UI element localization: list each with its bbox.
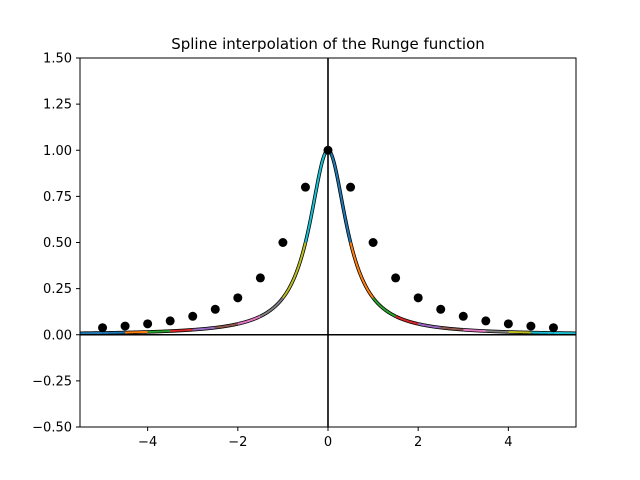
data-point	[143, 319, 153, 329]
spline-segment	[462, 328, 487, 333]
spline-segment	[417, 322, 442, 329]
y-tick-label: 0.00	[43, 328, 72, 343]
spline-segment	[237, 315, 261, 325]
spline-segment	[485, 330, 509, 333]
y-tick-label: 0.50	[43, 236, 72, 251]
data-point	[188, 311, 198, 321]
data-point	[526, 321, 536, 331]
data-point	[413, 293, 423, 303]
x-axis-ticks: −4 −2 0 2 4	[138, 427, 513, 450]
spline-segment	[147, 330, 171, 333]
data-points	[98, 145, 558, 333]
data-point	[346, 182, 356, 192]
data-point	[436, 304, 446, 314]
y-axis-ticks: 1.50 1.25 1.00 0.75 0.50 0.25 0.00 −0.25 −0.50	[32, 52, 80, 436]
spline-segment	[327, 149, 352, 243]
data-point	[98, 323, 108, 333]
spline-segment	[282, 242, 307, 299]
data-point	[120, 321, 130, 331]
spline-segment	[395, 315, 419, 325]
spline-segment	[530, 331, 576, 335]
y-tick-label: 0.75	[43, 190, 72, 205]
data-point	[165, 316, 175, 326]
zero-lines	[80, 58, 576, 427]
data-point	[255, 273, 265, 283]
spline-segment	[214, 322, 239, 329]
spline-segment	[259, 297, 284, 318]
x-tick-label: −2	[228, 435, 247, 450]
x-tick-label: 4	[504, 435, 512, 450]
y-tick-label: 1.00	[43, 144, 72, 159]
data-point	[391, 273, 401, 283]
data-point	[323, 145, 333, 155]
spline-segment	[349, 242, 374, 299]
data-point	[278, 238, 288, 247]
y-tick-label: 1.25	[43, 98, 72, 113]
spline-segment	[192, 326, 216, 331]
data-point	[481, 316, 491, 326]
spline-segment	[124, 330, 149, 334]
spline-segment	[169, 328, 194, 333]
spline-curves	[80, 148, 576, 335]
y-tick-label: −0.50	[32, 421, 72, 436]
spline-segment	[440, 326, 464, 331]
chart-title: Spline interpolation of the Runge functi…	[171, 35, 485, 53]
x-tick-label: −4	[138, 435, 157, 450]
spline-segment	[80, 331, 126, 335]
spline-segment	[507, 330, 532, 334]
data-point	[233, 293, 243, 303]
y-tick-label: 0.25	[43, 282, 72, 297]
x-tick-label: 0	[324, 435, 332, 450]
y-tick-label: 1.50	[43, 52, 72, 67]
data-point	[458, 311, 468, 321]
y-tick-label: −0.25	[32, 374, 72, 389]
spline-segment	[304, 149, 329, 243]
data-point	[368, 238, 378, 247]
data-point	[548, 323, 558, 333]
data-point	[210, 304, 220, 314]
data-point	[503, 319, 513, 329]
x-tick-label: 2	[414, 435, 422, 450]
spline-segment	[372, 297, 397, 318]
data-point	[300, 182, 310, 192]
